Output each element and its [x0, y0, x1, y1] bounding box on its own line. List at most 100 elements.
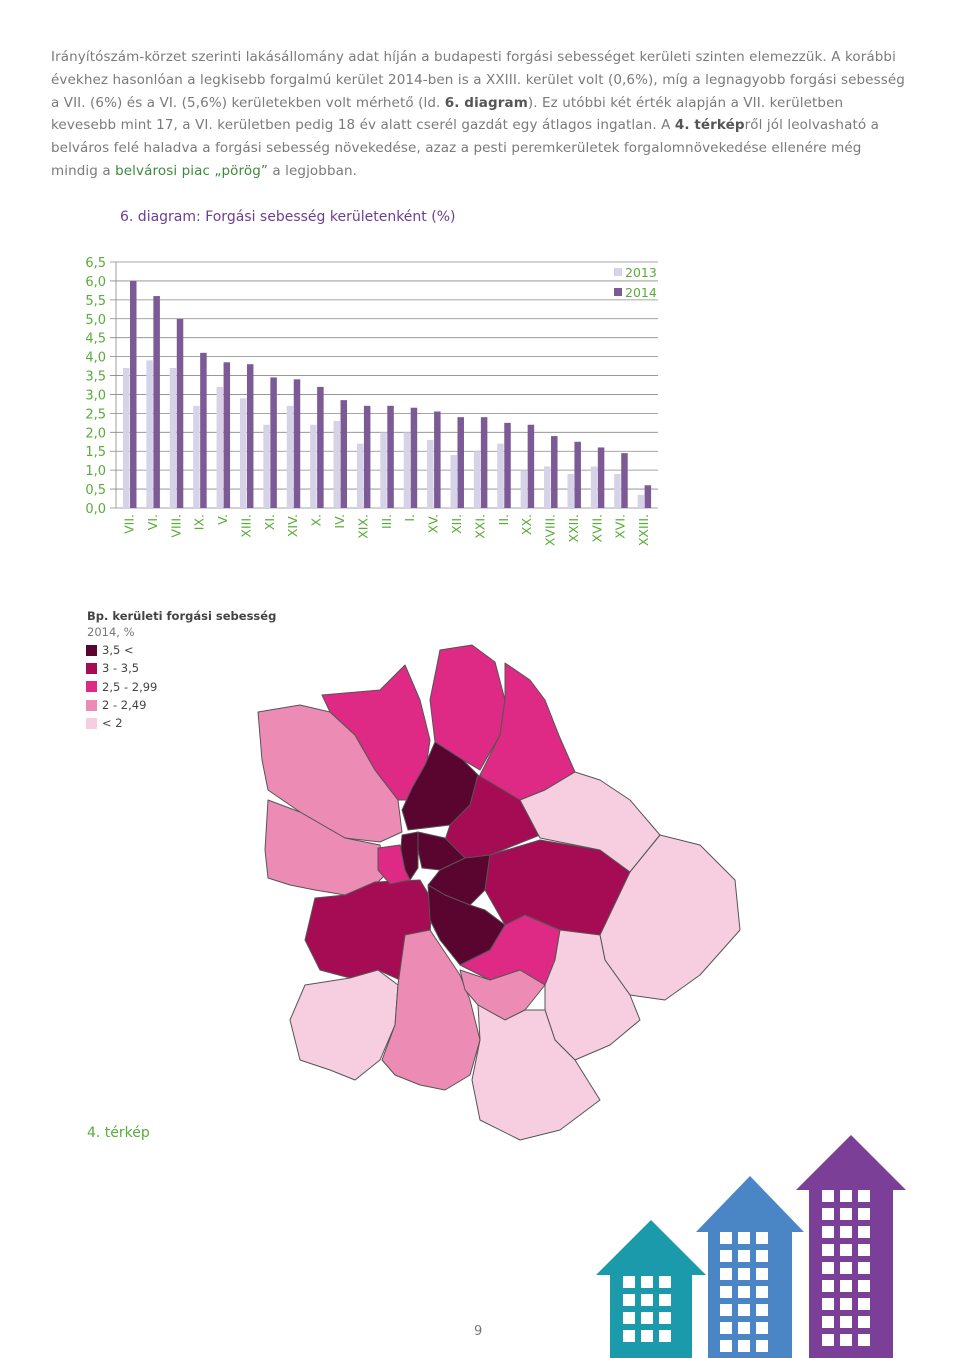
- bar-2013: [216, 386, 224, 508]
- bar-2013: [590, 466, 598, 508]
- window-icon: [738, 1322, 750, 1334]
- legend-swatch: [86, 717, 97, 729]
- window-icon: [756, 1250, 768, 1262]
- y-tick-label: 1,0: [85, 464, 106, 479]
- window-icon: [822, 1190, 834, 1202]
- map-district-xxiii: [471, 1004, 601, 1141]
- window-icon: [720, 1286, 732, 1298]
- legend-swatch: [86, 662, 97, 674]
- bar-2014: [246, 364, 254, 508]
- window-icon: [659, 1330, 671, 1342]
- window-icon: [822, 1208, 834, 1220]
- x-tick-label: IV.: [332, 514, 347, 529]
- x-tick-label: XX.: [519, 514, 534, 535]
- x-tick-label: XIII.: [238, 514, 253, 538]
- map-district-iv: [429, 644, 506, 771]
- legend-swatch: [86, 699, 97, 711]
- bar-2014: [363, 405, 371, 508]
- window-icon: [822, 1334, 834, 1346]
- bar-2014: [293, 379, 301, 508]
- map-legend-item: 2,5 - 2,99: [86, 678, 157, 696]
- window-icon: [738, 1286, 750, 1298]
- legend-label-2014: 2014: [625, 285, 657, 300]
- x-tick-label: XVIII.: [543, 514, 558, 546]
- y-tick-label: 5,0: [85, 313, 106, 328]
- window-icon: [822, 1280, 834, 1292]
- bar-2014: [410, 407, 418, 508]
- x-tick-label: I.: [402, 514, 417, 522]
- x-tick-label: X.: [309, 514, 324, 527]
- window-icon: [623, 1312, 635, 1324]
- window-icon: [659, 1312, 671, 1324]
- x-tick-label: XI.: [262, 514, 277, 530]
- highlighted-phrase: belvárosi piac „pörög”: [115, 162, 268, 179]
- window-icon: [858, 1226, 870, 1238]
- window-icon: [756, 1232, 768, 1244]
- bar-2014: [597, 447, 605, 508]
- window-icon: [738, 1250, 750, 1262]
- window-icon: [840, 1244, 852, 1256]
- x-tick-label: XII.: [449, 514, 464, 534]
- y-tick-label: 2,0: [85, 426, 106, 441]
- window-icon: [822, 1298, 834, 1310]
- window-icon: [756, 1286, 768, 1298]
- window-icon: [858, 1262, 870, 1274]
- x-tick-label: XIX.: [355, 514, 370, 539]
- window-icon: [858, 1208, 870, 1220]
- legend-swatch: [86, 644, 97, 656]
- window-icon: [840, 1316, 852, 1328]
- decorative-houses: [596, 1135, 906, 1358]
- bar-2014: [621, 453, 628, 508]
- bar-2014: [270, 377, 277, 508]
- x-tick-label: II.: [496, 514, 511, 525]
- bar-2014: [340, 400, 348, 508]
- page-number: 9: [474, 1324, 483, 1339]
- budapest-district-map: [257, 644, 741, 1141]
- bar-2013: [473, 451, 481, 508]
- window-icon: [858, 1280, 870, 1292]
- window-icon: [756, 1340, 768, 1352]
- y-tick-label: 3,0: [85, 388, 106, 403]
- bar-2014: [223, 362, 231, 508]
- y-tick-label: 0,0: [85, 502, 106, 517]
- body-paragraph: Irányítószám-körzet szerinti lakásállomá…: [51, 49, 905, 179]
- x-tick-label: VI.: [145, 514, 160, 530]
- map-district-xxii: [289, 969, 399, 1081]
- window-icon: [738, 1268, 750, 1280]
- bar-2014: [527, 424, 535, 508]
- bar-2013: [427, 439, 434, 508]
- bar-2013: [263, 424, 270, 508]
- bar-2013: [497, 443, 504, 508]
- x-tick-label: XVII.: [589, 514, 604, 542]
- bar-2014: [504, 422, 511, 508]
- map-legend-title: Bp. kerületi forgási sebesség: [87, 609, 277, 623]
- window-icon: [641, 1276, 653, 1288]
- map-district-i: [377, 844, 411, 885]
- window-icon: [840, 1262, 852, 1274]
- house-blue-icon: [696, 1176, 804, 1358]
- window-icon: [840, 1226, 852, 1238]
- bar-2014: [434, 411, 441, 508]
- x-tick-label: XV.: [426, 514, 441, 533]
- bar-2013: [310, 424, 317, 508]
- map-caption: 4. térkép: [87, 1125, 150, 1141]
- bar-2014: [574, 441, 581, 508]
- bar-chart: 0,0 0,5 1,0 1,5 2,0 2,5 3,0 3,5 4,0 4,5 5,0 5,5 6,0 6…: [85, 256, 658, 546]
- x-tick-label: VII.: [122, 514, 137, 534]
- bar-2014: [176, 318, 184, 508]
- bar-2013: [450, 455, 457, 508]
- bar-2013: [614, 473, 621, 508]
- x-tick-label: IX.: [192, 514, 207, 530]
- bar-2013: [567, 473, 574, 508]
- window-icon: [659, 1294, 671, 1306]
- bar-2014: [317, 386, 324, 508]
- y-tick-label: 2,5: [85, 407, 106, 422]
- window-icon: [720, 1232, 732, 1244]
- bar-2013: [193, 405, 200, 508]
- y-tick-label: 6,5: [85, 256, 106, 271]
- window-icon: [840, 1280, 852, 1292]
- bar-2013: [520, 470, 528, 508]
- bar-2014: [153, 296, 160, 508]
- bar-2013: [380, 432, 387, 508]
- legend-swatch-2013: [614, 268, 622, 276]
